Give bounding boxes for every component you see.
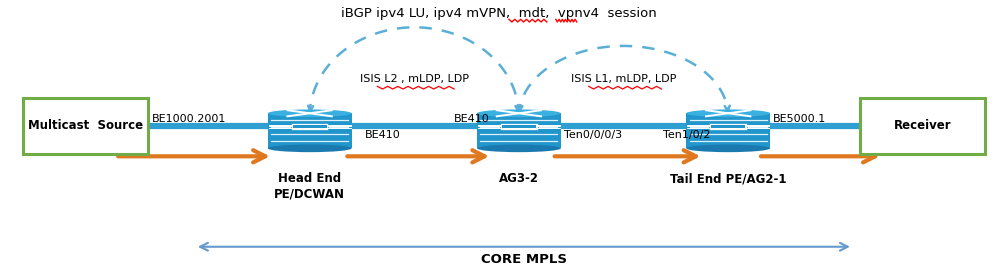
Ellipse shape	[267, 144, 351, 152]
FancyBboxPatch shape	[500, 123, 538, 130]
Ellipse shape	[267, 109, 351, 117]
FancyBboxPatch shape	[290, 123, 328, 130]
FancyBboxPatch shape	[292, 125, 305, 128]
FancyBboxPatch shape	[712, 125, 725, 128]
Text: CORE MPLS: CORE MPLS	[481, 254, 567, 266]
FancyBboxPatch shape	[303, 125, 316, 128]
Text: Head End
PE/DCWAN: Head End PE/DCWAN	[274, 172, 345, 200]
Text: BE410: BE410	[454, 114, 490, 124]
FancyBboxPatch shape	[23, 98, 148, 154]
Text: iBGP ipv4 LU, ipv4 mVPN,  mdt,  vpnv4  session: iBGP ipv4 LU, ipv4 mVPN, mdt, vpnv4 sess…	[341, 7, 657, 20]
FancyBboxPatch shape	[313, 125, 326, 128]
FancyBboxPatch shape	[687, 113, 770, 148]
FancyBboxPatch shape	[502, 125, 515, 128]
Text: Ten0/0/0/3: Ten0/0/0/3	[564, 130, 622, 140]
FancyBboxPatch shape	[523, 125, 536, 128]
Text: Receiver: Receiver	[894, 119, 951, 132]
FancyBboxPatch shape	[722, 125, 735, 128]
Text: BE410: BE410	[364, 130, 400, 140]
Text: BE1000.2001: BE1000.2001	[152, 114, 227, 124]
Ellipse shape	[687, 144, 770, 152]
Text: Multicast  Source: Multicast Source	[28, 119, 143, 132]
Ellipse shape	[477, 144, 561, 152]
FancyBboxPatch shape	[512, 125, 526, 128]
Text: Ten1/0/2: Ten1/0/2	[664, 130, 711, 140]
Text: BE5000.1: BE5000.1	[773, 114, 826, 124]
FancyBboxPatch shape	[860, 98, 985, 154]
FancyBboxPatch shape	[733, 125, 746, 128]
Text: AG3-2: AG3-2	[499, 172, 539, 185]
Ellipse shape	[687, 109, 770, 117]
FancyBboxPatch shape	[710, 123, 748, 130]
Ellipse shape	[477, 109, 561, 117]
FancyBboxPatch shape	[477, 113, 561, 148]
Text: Tail End PE/AG2-1: Tail End PE/AG2-1	[670, 172, 786, 185]
Text: ISIS L1, mLDP, LDP: ISIS L1, mLDP, LDP	[571, 75, 677, 85]
Text: ISIS L2 , mLDP, LDP: ISIS L2 , mLDP, LDP	[360, 75, 469, 85]
FancyBboxPatch shape	[267, 113, 351, 148]
